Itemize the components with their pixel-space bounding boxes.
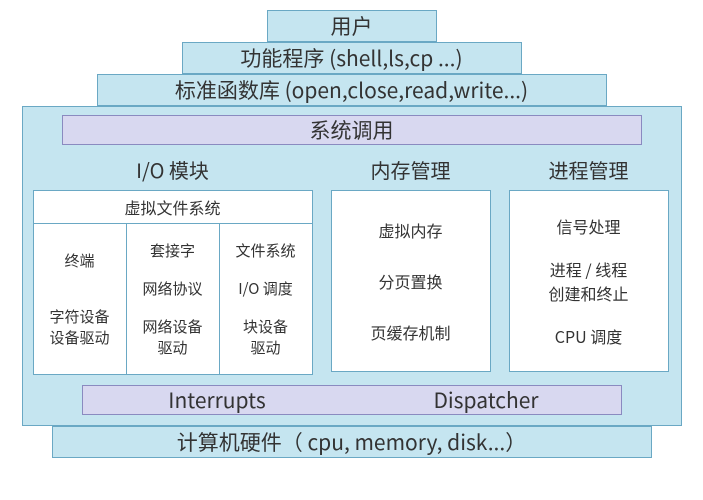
io-col-terminal-item-1: 字符设备 设备驱动 (49, 306, 109, 348)
io-col-fs-item-2: 块设备 驱动 (243, 316, 288, 358)
memory-item-1: 分页置换 (378, 269, 442, 293)
architecture-diagram: 用户功能程序 (shell,ls,cp ...)标准函数库 (open,clos… (15, 10, 688, 458)
kernel-modules-row: I/O 模块虚拟文件系统终端字符设备 设备驱动套接字网络协议网络设备 驱动文件系… (33, 151, 671, 375)
memory-module: 内存管理虚拟内存分页置换页缓存机制 (331, 151, 491, 375)
io-title: I/O 模块 (33, 151, 313, 190)
io-col-terminal: 终端字符设备 设备驱动 (34, 224, 127, 374)
process-title: 进程管理 (509, 151, 669, 190)
io-grid: 终端字符设备 设备驱动套接字网络协议网络设备 驱动文件系统I/O 调度块设备 驱… (34, 224, 312, 374)
io-col-socket-item-0: 套接字 (150, 240, 195, 261)
process-module: 进程管理信号处理进程 / 线程 创建和终止 CPU 调度 (509, 151, 669, 375)
interrupts-dispatcher-bar: InterruptsDispatcher (82, 385, 622, 415)
memory-title: 内存管理 (331, 151, 491, 190)
dispatcher-label: Dispatcher (352, 386, 621, 414)
io-module: I/O 模块虚拟文件系统终端字符设备 设备驱动套接字网络协议网络设备 驱动文件系… (33, 151, 313, 375)
layer-stdlib: 标准函数库 (open,close,read,write...) (97, 74, 607, 106)
layer-programs: 功能程序 (shell,ls,cp ...) (182, 42, 522, 74)
memory-item-2: 页缓存机制 (370, 320, 450, 344)
io-col-fs: 文件系统 I/O 调度块设备 驱动 (220, 224, 312, 374)
vfs-bar: 虚拟文件系统 (34, 191, 312, 224)
process-box: 信号处理进程 / 线程 创建和终止 CPU 调度 (509, 190, 669, 372)
memory-item-0: 虚拟内存 (378, 218, 442, 242)
io-col-socket-item-1: 网络协议 (142, 278, 202, 299)
layer-user: 用户 (267, 10, 437, 42)
io-col-fs-item-0: 文件系统 (235, 240, 295, 261)
process-item-0: 信号处理 (556, 214, 620, 238)
layer-hardware: 计算机硬件（ cpu, memory, disk...） (52, 426, 652, 458)
io-col-socket: 套接字网络协议网络设备 驱动 (127, 224, 220, 374)
layer-syscall-outer: 系统调用I/O 模块虚拟文件系统终端字符设备 设备驱动套接字网络协议网络设备 驱… (22, 106, 682, 426)
interrupts-label: Interrupts (83, 386, 352, 414)
process-item-1: 进程 / 线程 创建和终止 (548, 257, 628, 305)
process-item-2: CPU 调度 (555, 324, 622, 348)
io-col-socket-item-2: 网络设备 驱动 (142, 316, 202, 358)
io-col-fs-item-1: I/O 调度 (238, 278, 293, 299)
io-box: 虚拟文件系统终端字符设备 设备驱动套接字网络协议网络设备 驱动文件系统I/O 调… (33, 190, 313, 375)
memory-box: 虚拟内存分页置换页缓存机制 (331, 190, 491, 372)
io-col-terminal-item-0: 终端 (64, 250, 94, 271)
syscall-title: 系统调用 (62, 115, 642, 145)
